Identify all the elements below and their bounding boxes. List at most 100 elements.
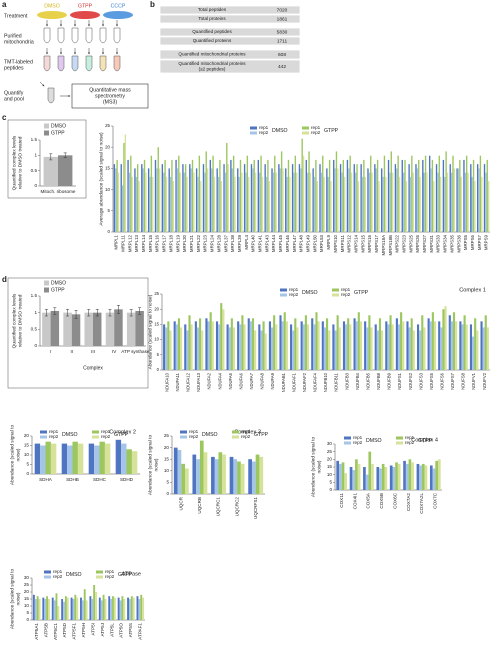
table-label: Quantified mitochondrial proteins xyxy=(178,61,246,66)
x-tick-label: MRPS17 xyxy=(374,234,379,252)
bar xyxy=(438,155,440,232)
bar xyxy=(202,164,205,232)
panel-label: c xyxy=(2,113,7,122)
bar xyxy=(201,330,204,370)
bar xyxy=(395,462,398,490)
bar xyxy=(474,318,477,370)
bar xyxy=(126,449,132,474)
bar xyxy=(472,159,475,232)
x-tick-label: MRPL43 xyxy=(264,234,269,252)
bar xyxy=(375,168,377,232)
bar xyxy=(349,324,352,370)
bar xyxy=(184,164,187,232)
legend-label: rep2 xyxy=(101,434,111,439)
bar xyxy=(234,176,236,232)
bar xyxy=(130,596,133,620)
bar xyxy=(231,168,233,232)
table-label: Total proteins xyxy=(198,16,226,21)
bar xyxy=(453,168,456,232)
x-tick-label: NDUFA2 xyxy=(207,372,212,389)
bar xyxy=(259,172,261,232)
bar xyxy=(138,599,141,620)
bar xyxy=(374,324,377,370)
x-tick-label: MRPL11 xyxy=(120,234,125,251)
bar xyxy=(197,176,199,232)
bar xyxy=(115,168,117,232)
legend-label: rep2 xyxy=(405,440,415,445)
bar xyxy=(286,176,288,232)
bar xyxy=(226,324,229,370)
bar xyxy=(484,315,487,370)
bar xyxy=(353,164,355,232)
x-tick-label: MRPS35 xyxy=(449,234,454,252)
bar xyxy=(154,159,157,232)
bar xyxy=(275,172,277,232)
bar xyxy=(104,443,111,474)
x-tick-label: UQCRC1 xyxy=(216,497,221,517)
bar xyxy=(80,597,82,620)
bar xyxy=(102,594,105,620)
bar xyxy=(376,467,380,490)
bar xyxy=(442,159,445,232)
y-tick-label: 25 xyxy=(154,291,159,296)
bar xyxy=(273,315,276,370)
bar xyxy=(141,164,143,232)
bar xyxy=(253,159,255,232)
legend-group-label: DMSO xyxy=(302,290,318,296)
bar xyxy=(405,181,408,232)
bar xyxy=(374,164,376,232)
bar xyxy=(42,312,51,346)
bar xyxy=(88,443,95,474)
bar xyxy=(113,164,116,232)
bar xyxy=(423,327,426,370)
bar xyxy=(255,454,260,494)
bar xyxy=(429,321,432,370)
bar xyxy=(460,176,462,232)
bar xyxy=(300,321,303,370)
bar xyxy=(156,168,158,232)
bar xyxy=(431,312,434,370)
bar xyxy=(301,138,303,232)
bar xyxy=(463,315,466,370)
y-tick-label: 15 xyxy=(105,166,110,171)
table-row xyxy=(159,27,301,37)
bar xyxy=(51,597,54,620)
bar xyxy=(211,168,213,232)
bar xyxy=(245,172,247,232)
x-tick-label: MRPL13 xyxy=(134,234,139,252)
bar xyxy=(216,168,218,232)
bar xyxy=(190,324,193,370)
bar xyxy=(410,318,413,370)
bar xyxy=(341,462,345,490)
bar xyxy=(435,164,438,232)
bar xyxy=(272,172,275,232)
bar xyxy=(433,321,437,370)
bar xyxy=(84,312,93,346)
y-tick-label: 15 xyxy=(24,443,30,448)
bar xyxy=(128,172,131,232)
x-tick-label: MRPL16 xyxy=(155,234,160,252)
bar xyxy=(298,164,301,232)
legend-swatch xyxy=(344,436,351,440)
bar xyxy=(196,327,200,370)
x-tick-label: ATP5J xyxy=(100,623,105,636)
bar xyxy=(127,597,129,620)
bar xyxy=(467,172,469,232)
bar xyxy=(241,315,244,370)
bar xyxy=(176,168,179,232)
legend-swatch xyxy=(92,430,99,434)
bar xyxy=(132,597,135,620)
condition-label: CCCP xyxy=(111,3,126,9)
bar xyxy=(260,330,263,370)
bar xyxy=(428,155,431,232)
bar xyxy=(381,463,385,490)
table-label: Total peptides xyxy=(198,7,227,12)
x-tick-label: NDUFA12 xyxy=(186,372,191,392)
bar xyxy=(389,172,391,232)
legend-swatch xyxy=(280,293,287,297)
bar xyxy=(293,172,295,232)
legend-label: rep1 xyxy=(101,429,111,434)
step-label: mitochondria xyxy=(4,39,34,45)
step-label: and pool xyxy=(4,96,24,102)
bar xyxy=(219,159,221,232)
